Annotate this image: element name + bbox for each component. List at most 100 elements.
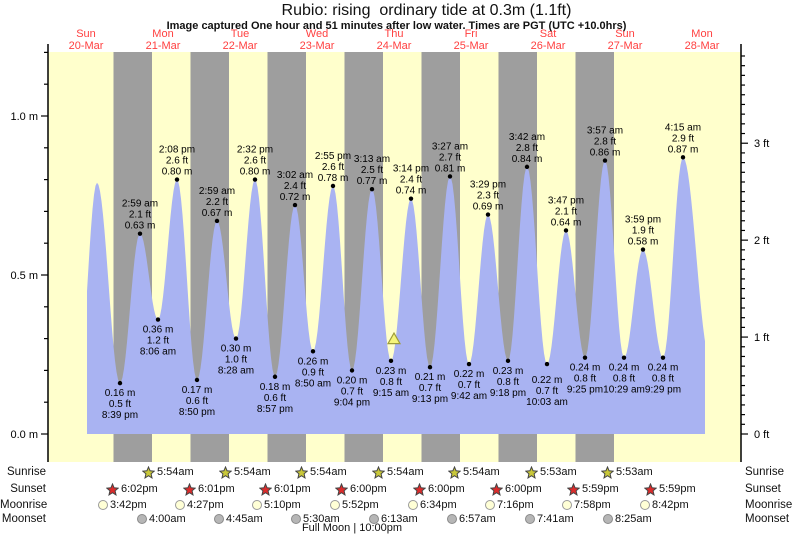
high-tide-label: 2.4 ft (284, 181, 306, 192)
low-tide-label: 0.24 m (609, 363, 640, 374)
low-tide-label: 8:57 pm (257, 404, 293, 415)
low-tide-label: 0.20 m (337, 375, 368, 386)
low-tide-label: 0.36 m (143, 325, 174, 336)
sunset-entry: 6:00pm (413, 482, 465, 496)
low-tide-label: 0.16 m (105, 388, 136, 399)
sunrise-icon (219, 465, 232, 479)
moonrise-row-label-left: Moonrise (0, 499, 48, 511)
sunrise-entry: 5:54am (142, 465, 194, 479)
day-label: Mon 28-Mar (667, 28, 737, 52)
moonset-time: 5:30am (303, 513, 340, 525)
right-axis-label: 0 ft (754, 429, 769, 441)
low-tide-label: 10:29 am (603, 385, 645, 396)
moonrise-icon (640, 500, 650, 510)
sunrise-entry: 5:54am (448, 465, 500, 479)
moonrise-entry: 7:58pm (562, 498, 611, 512)
moonrise-icon (485, 500, 495, 510)
high-tide-label: 2:59 am (122, 199, 158, 210)
day-date: 22-Mar (222, 39, 258, 52)
low-tide-dot (194, 377, 200, 383)
day-label: Fri 25-Mar (436, 28, 506, 52)
high-tide-label: 0.80 m (240, 167, 271, 178)
low-tide-label: 0.17 m (182, 385, 213, 396)
sunset-time: 6:00pm (350, 483, 387, 495)
day-date: 25-Mar (453, 39, 489, 52)
low-tide-label: 0.24 m (648, 363, 679, 374)
high-tide-label: 2.3 ft (477, 191, 499, 202)
day-label: Tue 22-Mar (205, 28, 275, 52)
low-tide-dot (117, 380, 123, 386)
high-tide-label: 2:32 pm (237, 145, 273, 156)
high-tide-dot (137, 231, 143, 236)
day-label: Mon 21-Mar (128, 28, 198, 52)
day-label: Sat 26-Mar (513, 28, 583, 52)
sunrise-time: 5:54am (387, 466, 424, 478)
low-tide-label: 0.23 m (493, 366, 524, 377)
high-tide-label: 2:55 pm (315, 151, 351, 162)
low-tide-label: 0.8 ft (497, 377, 519, 388)
high-tide-label: 3:02 am (277, 170, 313, 181)
high-tide-label: 0.67 m (202, 208, 233, 219)
high-tide-label: 2:08 pm (159, 145, 195, 156)
sunrise-icon (142, 465, 155, 479)
high-tide-label: 2.4 ft (400, 175, 422, 186)
moonset-icon (447, 514, 457, 524)
day-name: Mon (152, 28, 174, 40)
high-tide-label: 2.6 ft (244, 156, 266, 167)
moonrise-entry: 5:52pm (330, 498, 379, 512)
low-tide-label: 1.2 ft (147, 336, 169, 347)
moonrise-time: 8:42pm (652, 499, 689, 511)
low-tide-label: 0.9 ft (302, 367, 324, 378)
low-tide-dot (155, 317, 161, 322)
day-date: 20-Mar (68, 39, 104, 52)
high-tide-label: 2.6 ft (166, 156, 188, 167)
low-tide-label: 0.8 ft (574, 374, 596, 385)
sunset-row-label-left: Sunset (10, 483, 46, 495)
sunrise-time: 5:54am (463, 466, 500, 478)
day-name: Tue (230, 28, 250, 40)
moonset-icon (291, 514, 301, 524)
sunrise-entry: 5:54am (219, 465, 271, 479)
high-tide-dot (369, 186, 375, 192)
moonset-time: 4:00am (149, 513, 186, 525)
moonset-icon (137, 514, 147, 524)
high-tide-label: 3:57 am (587, 126, 623, 137)
high-tide-label: 0.78 m (318, 173, 349, 184)
low-tide-label: 8:06 am (140, 347, 176, 358)
sunset-entry: 5:59pm (567, 482, 619, 496)
sunset-entry: 6:01pm (259, 482, 311, 496)
low-tide-label: 8:50 pm (179, 407, 215, 418)
day-label: Thu 24-Mar (359, 28, 429, 52)
high-tide-dot (680, 155, 686, 160)
moonset-time: 4:45am (226, 513, 263, 525)
moonset-icon (603, 514, 613, 524)
low-tide-dot (233, 336, 239, 341)
high-tide-label: 0.72 m (280, 192, 311, 203)
moonrise-icon (98, 500, 108, 510)
moonrise-icon (408, 500, 418, 510)
sunset-entry: 6:00pm (490, 482, 542, 496)
low-tide-label: 0.18 m (260, 382, 291, 393)
moonrise-entry: 4:27pm (175, 498, 224, 512)
low-tide-label: 0.7 ft (341, 386, 363, 397)
sunset-icon (490, 482, 503, 496)
high-tide-label: 0.84 m (512, 154, 543, 165)
moonrise-entry: 8:42pm (640, 498, 689, 512)
moonset-row-label-right: Moonset (745, 513, 790, 525)
moonrise-time: 5:10pm (264, 499, 301, 511)
high-tide-dot (214, 218, 220, 224)
day-date: 26-Mar (530, 39, 566, 52)
moonrise-time: 7:58pm (574, 499, 611, 511)
sunset-icon (335, 482, 348, 496)
high-tide-label: 3:59 pm (625, 215, 661, 226)
moonrise-entry: 3:42pm (98, 498, 147, 512)
moonset-entry: 6:13am (369, 512, 418, 526)
day-label: Wed 23-Mar (282, 28, 352, 52)
sunrise-time: 5:54am (234, 466, 271, 478)
day-name: Fri (464, 28, 478, 40)
high-tide-label: 2.8 ft (594, 137, 616, 148)
low-tide-dot (544, 361, 550, 367)
sunset-time: 6:02pm (121, 483, 158, 495)
low-tide-label: 9:15 am (373, 388, 409, 399)
high-tide-label: 0.63 m (125, 221, 156, 232)
